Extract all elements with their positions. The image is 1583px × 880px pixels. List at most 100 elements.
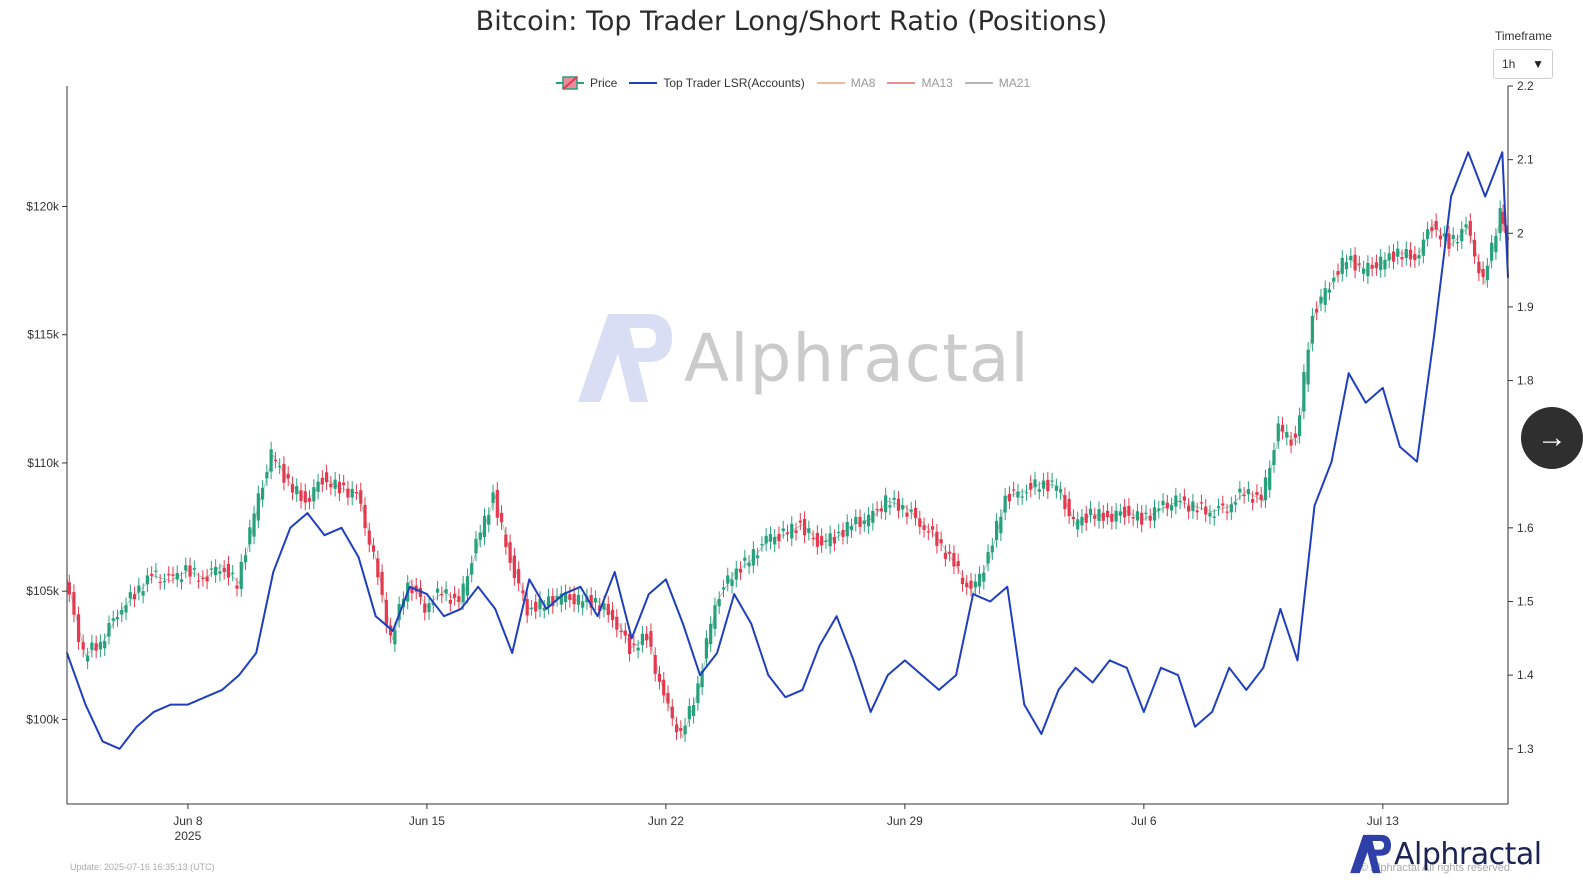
- next-arrow-button[interactable]: →: [1521, 407, 1583, 469]
- candle-body: [1263, 477, 1268, 501]
- price-candle: [312, 479, 316, 510]
- price-candle: [807, 520, 811, 541]
- legend-item-ma21[interactable]: MA21: [964, 76, 1030, 90]
- lsr-point: [477, 585, 480, 588]
- y-right-tick-label: 1.9: [1517, 300, 1534, 314]
- candle-body: [67, 582, 71, 595]
- price-candle: [764, 528, 768, 552]
- price-candle: [858, 509, 862, 535]
- price-candle: [1076, 511, 1080, 538]
- lsr-point: [818, 644, 821, 647]
- lsr-point: [1347, 372, 1350, 375]
- price-candle: [777, 526, 781, 549]
- alphractal-logo-icon: [1350, 834, 1391, 874]
- y-left-tick-label: $110k: [27, 456, 60, 470]
- candle-body: [1468, 220, 1472, 236]
- candle-body: [1212, 516, 1216, 518]
- candle-body: [542, 607, 546, 611]
- line-swatch-icon: [816, 82, 845, 84]
- price-candle: [1276, 415, 1280, 449]
- candle-body: [965, 582, 969, 588]
- price-candle: [811, 530, 815, 547]
- candle-body: [854, 516, 858, 524]
- candle-body: [892, 497, 896, 500]
- candle-body: [1225, 511, 1229, 513]
- candle-body: [802, 518, 807, 536]
- candle-body: [1127, 505, 1131, 516]
- candle-body: [559, 593, 563, 605]
- candle-body: [734, 568, 738, 580]
- candle-body: [1289, 439, 1293, 446]
- candle-body: [879, 508, 883, 512]
- legend-item-lsr[interactable]: Top Trader LSR(Accounts): [629, 76, 805, 90]
- candle-body: [1455, 242, 1460, 244]
- candle-body: [325, 472, 329, 483]
- candle-body: [1391, 251, 1396, 262]
- price-candle: [269, 441, 273, 480]
- candle-body: [1379, 256, 1383, 270]
- candle-body: [205, 576, 209, 582]
- legend-label-price: Price: [590, 76, 618, 90]
- legend-item-ma13[interactable]: MA13: [887, 76, 953, 90]
- candle-body: [1187, 505, 1191, 512]
- candle-body: [128, 592, 132, 599]
- price-candle: [1447, 225, 1451, 257]
- candle-body: [563, 592, 568, 603]
- price-candle: [726, 567, 730, 592]
- candle-body: [751, 549, 755, 566]
- candle-body: [1071, 517, 1076, 519]
- price-candle: [111, 610, 115, 629]
- candle-body: [653, 655, 657, 674]
- candle-body: [171, 574, 175, 576]
- candle-body: [1165, 502, 1169, 509]
- lsr-point: [1450, 195, 1452, 198]
- candle-body: [529, 607, 534, 609]
- price-candle: [1238, 480, 1242, 501]
- price-candle: [1396, 240, 1400, 265]
- price-candle: [1310, 308, 1315, 352]
- price-candle: [1323, 280, 1327, 313]
- price-candle: [1012, 481, 1016, 498]
- price-candle: [692, 697, 696, 724]
- candle-body: [1101, 512, 1105, 521]
- price-candle: [282, 456, 286, 491]
- lsr-point: [255, 652, 258, 654]
- y-right-tick-label: 1.5: [1517, 594, 1534, 608]
- brand-text: Alphractal: [1394, 836, 1542, 872]
- price-candle: [1033, 471, 1037, 495]
- candle-body: [845, 521, 849, 537]
- price-candle: [909, 501, 913, 520]
- price-candle: [721, 579, 726, 598]
- lsr-point: [630, 637, 633, 640]
- lsr-point: [1211, 711, 1214, 713]
- price-candle: [76, 606, 81, 650]
- candle-body: [1285, 432, 1289, 438]
- candle-body: [282, 463, 286, 483]
- lsr-point: [152, 711, 155, 713]
- price-candle: [1370, 257, 1374, 277]
- price-candle: [474, 530, 478, 562]
- candle-body: [1199, 502, 1204, 504]
- lsr-point: [955, 674, 957, 677]
- price-candle: [1187, 497, 1191, 520]
- lsr-point: [801, 688, 804, 691]
- candle-body: [1306, 349, 1310, 385]
- lsr-point: [101, 740, 104, 743]
- lsr-point: [1023, 703, 1026, 706]
- legend-item-ma8[interactable]: MA8: [816, 76, 875, 90]
- candle-body: [1135, 511, 1140, 521]
- candle-body: [939, 539, 943, 544]
- price-candle: [1071, 509, 1076, 527]
- timeframe-select[interactable]: 1h ▼: [1493, 49, 1553, 79]
- candle-body: [478, 532, 482, 540]
- price-candle: [781, 520, 785, 539]
- legend-item-price[interactable]: Price: [556, 76, 617, 90]
- candle-body: [1152, 507, 1157, 521]
- price-candle: [619, 623, 623, 640]
- price-candle: [704, 630, 709, 667]
- lsr-point: [750, 622, 753, 625]
- price-candle: [470, 555, 474, 583]
- price-candle: [380, 564, 384, 603]
- candle-body: [337, 481, 342, 494]
- watermark-text: Alphractal: [684, 319, 1030, 397]
